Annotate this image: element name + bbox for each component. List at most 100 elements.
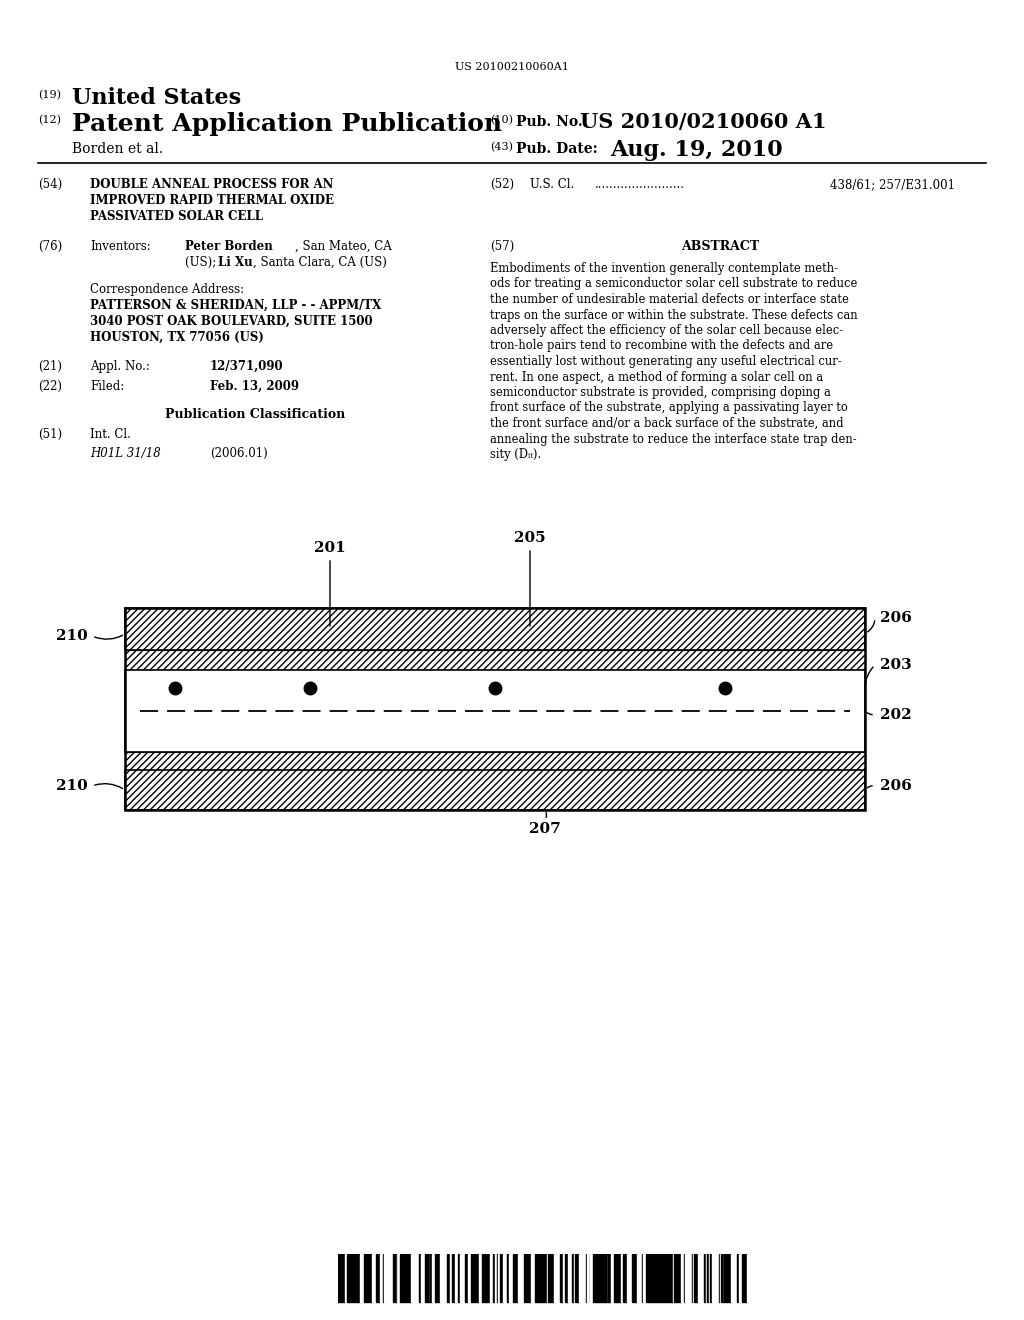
Text: 438/61; 257/E31.001: 438/61; 257/E31.001 bbox=[830, 178, 955, 191]
Bar bbox=[500, 1254, 503, 1302]
Bar bbox=[455, 1254, 459, 1302]
Text: (57): (57) bbox=[490, 240, 514, 253]
Text: (76): (76) bbox=[38, 240, 62, 253]
Bar bbox=[694, 1254, 698, 1302]
Bar bbox=[588, 1254, 590, 1302]
Bar bbox=[531, 1254, 535, 1302]
Bar bbox=[468, 1254, 471, 1302]
Bar bbox=[539, 1254, 541, 1302]
Text: Patent Application Publication: Patent Application Publication bbox=[72, 112, 502, 136]
Text: the front surface and/or a back surface of the substrate, and: the front surface and/or a back surface … bbox=[490, 417, 844, 430]
Text: (51): (51) bbox=[38, 428, 62, 441]
Bar bbox=[721, 1254, 724, 1302]
Bar bbox=[544, 1254, 547, 1302]
Text: Peter Borden: Peter Borden bbox=[185, 240, 272, 253]
Text: (21): (21) bbox=[38, 360, 62, 374]
Bar bbox=[414, 1254, 417, 1302]
Bar bbox=[678, 1254, 681, 1302]
Text: ........................: ........................ bbox=[595, 178, 685, 191]
Text: (52): (52) bbox=[490, 178, 514, 191]
Text: 210: 210 bbox=[56, 779, 88, 793]
Text: Li Xu: Li Xu bbox=[218, 256, 253, 269]
Text: 12/371,090: 12/371,090 bbox=[210, 360, 284, 374]
Text: HOUSTON, TX 77056 (US): HOUSTON, TX 77056 (US) bbox=[90, 331, 264, 345]
Bar bbox=[427, 1254, 429, 1302]
Bar bbox=[125, 649, 865, 671]
Text: (10): (10) bbox=[490, 115, 513, 125]
Bar bbox=[637, 1254, 639, 1302]
Bar bbox=[681, 1254, 684, 1302]
Bar bbox=[746, 1254, 748, 1302]
Bar bbox=[444, 1254, 447, 1302]
Text: Aug. 19, 2010: Aug. 19, 2010 bbox=[610, 139, 782, 161]
Bar bbox=[360, 1254, 364, 1302]
Bar bbox=[707, 1254, 708, 1302]
Bar bbox=[734, 1254, 736, 1302]
Text: essentially lost without generating any useful electrical cur-: essentially lost without generating any … bbox=[490, 355, 842, 368]
Text: PATTERSON & SHERIDAN, LLP - - APPM/TX: PATTERSON & SHERIDAN, LLP - - APPM/TX bbox=[90, 300, 381, 312]
Bar bbox=[748, 1254, 751, 1302]
Text: 207: 207 bbox=[529, 822, 561, 836]
Bar bbox=[485, 1254, 487, 1302]
Text: DOUBLE ANNEAL PROCESS FOR AN: DOUBLE ANNEAL PROCESS FOR AN bbox=[90, 178, 334, 191]
Bar bbox=[730, 1254, 731, 1302]
Bar bbox=[573, 1254, 575, 1302]
Text: (12): (12) bbox=[38, 115, 61, 125]
Text: Pub. Date:: Pub. Date: bbox=[516, 143, 598, 156]
Text: adversely affect the efficiency of the solar cell because elec-: adversely affect the efficiency of the s… bbox=[490, 323, 843, 337]
Bar bbox=[654, 1254, 656, 1302]
Bar bbox=[715, 1254, 718, 1302]
Bar bbox=[412, 1254, 414, 1302]
Bar bbox=[475, 1254, 478, 1302]
Bar bbox=[523, 1254, 527, 1302]
Bar bbox=[631, 1254, 632, 1302]
Bar bbox=[643, 1254, 645, 1302]
Bar bbox=[568, 1254, 572, 1302]
Bar bbox=[403, 1254, 406, 1302]
Bar bbox=[705, 1254, 706, 1302]
Bar bbox=[509, 1254, 512, 1302]
Text: traps on the surface or within the substrate. These defects can: traps on the surface or within the subst… bbox=[490, 309, 858, 322]
Bar bbox=[586, 1254, 587, 1302]
Bar bbox=[614, 1254, 617, 1302]
Bar bbox=[417, 1254, 419, 1302]
Bar bbox=[608, 1254, 611, 1302]
Bar bbox=[554, 1254, 558, 1302]
Bar bbox=[624, 1254, 627, 1302]
Bar bbox=[400, 1254, 403, 1302]
Text: tron-hole pairs tend to recombine with the defects and are: tron-hole pairs tend to recombine with t… bbox=[490, 339, 834, 352]
Text: Borden et al.: Borden et al. bbox=[72, 143, 163, 156]
Bar bbox=[645, 1254, 648, 1302]
Bar bbox=[659, 1254, 663, 1302]
Bar bbox=[575, 1254, 579, 1302]
Bar bbox=[453, 1254, 455, 1302]
Bar bbox=[409, 1254, 410, 1302]
Bar bbox=[684, 1254, 685, 1302]
Bar bbox=[642, 1254, 643, 1302]
Bar bbox=[376, 1254, 380, 1302]
Bar bbox=[351, 1254, 354, 1302]
Text: Feb. 13, 2009: Feb. 13, 2009 bbox=[210, 380, 299, 393]
Bar bbox=[435, 1254, 439, 1302]
Bar bbox=[719, 1254, 720, 1302]
Bar bbox=[559, 1254, 560, 1302]
Bar bbox=[125, 770, 865, 810]
Text: Publication Classification: Publication Classification bbox=[165, 408, 345, 421]
Bar bbox=[340, 1254, 342, 1302]
Bar bbox=[611, 1254, 612, 1302]
Text: , Santa Clara, CA (US): , Santa Clara, CA (US) bbox=[253, 256, 387, 269]
Bar bbox=[338, 1254, 339, 1302]
Bar bbox=[517, 1254, 521, 1302]
Text: Correspondence Address:: Correspondence Address: bbox=[90, 282, 244, 296]
Text: 206: 206 bbox=[880, 779, 911, 793]
Bar bbox=[355, 1254, 358, 1302]
Bar bbox=[125, 752, 865, 770]
Bar bbox=[736, 1254, 739, 1302]
Text: ods for treating a semiconductor solar cell substrate to reduce: ods for treating a semiconductor solar c… bbox=[490, 277, 857, 290]
Text: Inventors:: Inventors: bbox=[90, 240, 151, 253]
Bar bbox=[419, 1254, 421, 1302]
Text: Filed:: Filed: bbox=[90, 380, 124, 393]
Bar bbox=[482, 1254, 485, 1302]
Bar bbox=[558, 1254, 559, 1302]
Bar bbox=[514, 1254, 515, 1302]
